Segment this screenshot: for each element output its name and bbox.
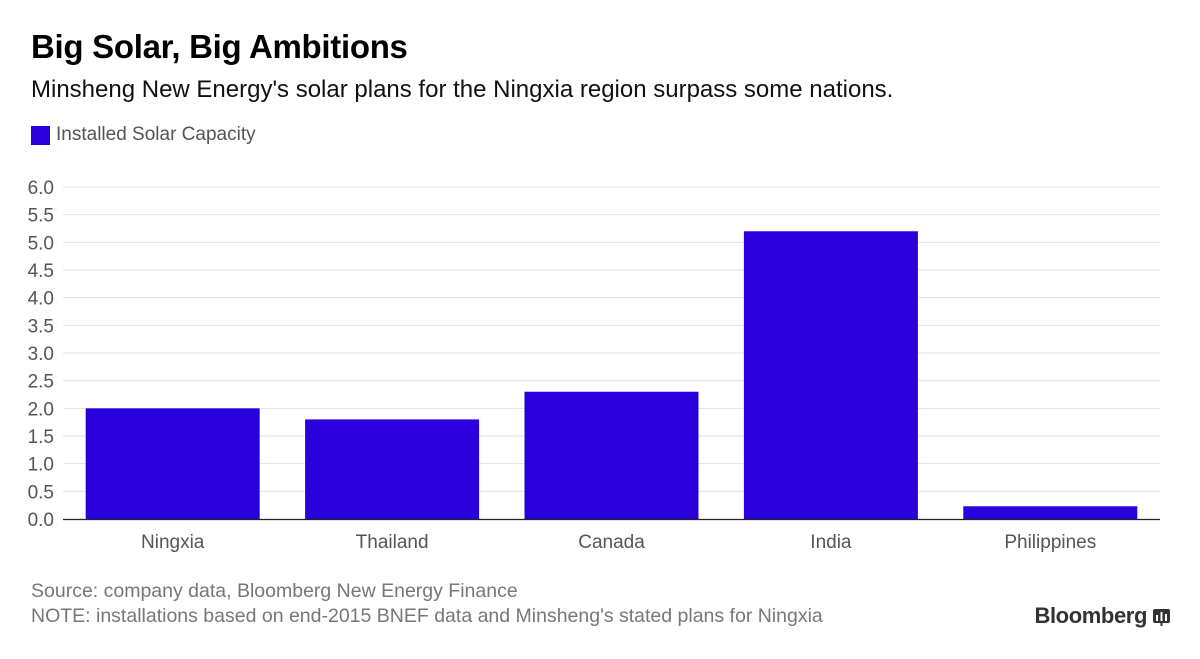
- y-tick-label: 2.5: [28, 372, 54, 393]
- y-tick-label: 5.0: [28, 233, 54, 254]
- methodology-note: NOTE: installations based on end-2015 BN…: [31, 605, 823, 627]
- y-tick-label: 1.5: [28, 427, 54, 448]
- y-tick-label: 0.0: [28, 510, 54, 531]
- y-tick-label: 3.0: [28, 344, 54, 365]
- brand-logo: Bloomberg: [1034, 603, 1170, 629]
- bar-india: [743, 231, 918, 519]
- footer: Source: company data, Bloomberg New Ener…: [31, 579, 823, 629]
- legend-swatch: [31, 125, 50, 145]
- bar-philippines: [963, 506, 1138, 519]
- x-tick-label: Philippines: [1004, 532, 1096, 553]
- chart-title: Big Solar, Big Ambitions: [31, 28, 408, 65]
- y-tick-label: 6.0: [28, 178, 54, 199]
- x-tick-label: Canada: [578, 532, 645, 553]
- y-tick-label: 2.0: [28, 399, 54, 420]
- y-tick-label: 4.0: [28, 289, 54, 310]
- brand-name: Bloomberg: [1034, 603, 1147, 628]
- bar-ningxia: [85, 408, 260, 519]
- legend: Installed Solar Capacity: [31, 124, 256, 146]
- y-tick-label: 4.5: [28, 261, 54, 282]
- y-tick-label: 1.0: [28, 455, 54, 476]
- x-tick-label: India: [810, 532, 852, 553]
- bar-thailand: [305, 419, 480, 519]
- bloomberg-bars-icon: [1153, 609, 1170, 626]
- y-tick-label: 3.5: [28, 316, 54, 337]
- x-tick-label: Thailand: [356, 532, 429, 553]
- y-tick-label: 5.5: [28, 206, 54, 227]
- chart-subtitle: Minsheng New Energy's solar plans for th…: [31, 76, 894, 103]
- bar-canada: [524, 391, 699, 519]
- y-tick-label: 0.5: [28, 482, 54, 503]
- source-note: Source: company data, Bloomberg New Ener…: [31, 580, 518, 602]
- legend-label: Installed Solar Capacity: [56, 124, 256, 145]
- x-tick-label: Ningxia: [141, 532, 205, 553]
